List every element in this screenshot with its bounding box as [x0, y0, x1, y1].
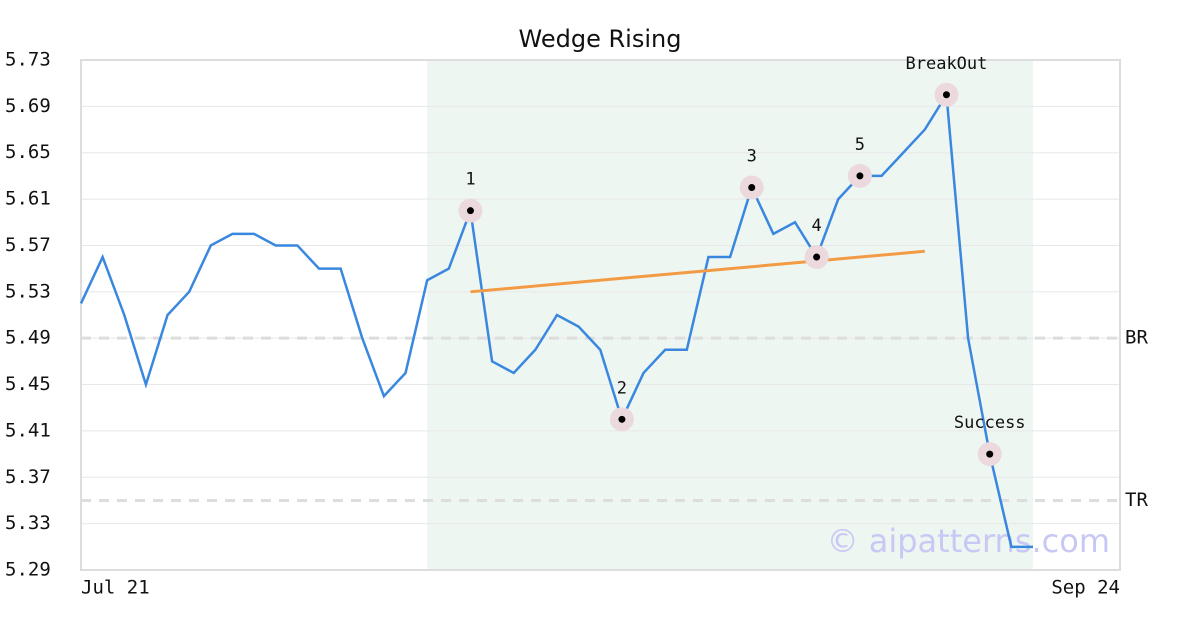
y-tick-label: 5.57 — [5, 234, 51, 256]
y-tick-label: 5.37 — [5, 466, 51, 488]
y-tick-label: 5.69 — [5, 95, 51, 117]
level-label: BR — [1125, 327, 1148, 349]
point-label: BreakOut — [906, 54, 988, 74]
point-dot — [466, 207, 474, 215]
point-dot — [942, 91, 950, 99]
point-label: 1 — [465, 170, 475, 190]
x-tick-label: Sep 24 — [1051, 577, 1120, 599]
y-tick-label: 5.45 — [5, 373, 51, 395]
watermark: © aipatterns.com — [827, 522, 1110, 560]
y-tick-label: 5.53 — [5, 280, 51, 302]
point-dot — [856, 172, 864, 180]
price-line — [79, 90, 1033, 549]
x-tick-label: Jul 21 — [81, 577, 150, 599]
point-label: 2 — [617, 378, 627, 398]
point-label: 4 — [812, 216, 822, 236]
point-label: 5 — [855, 135, 865, 155]
trend-line — [470, 249, 925, 294]
y-tick-label: 5.49 — [5, 327, 51, 349]
y-tick-label: 5.29 — [5, 559, 51, 581]
y-tick-label: 5.33 — [5, 512, 51, 534]
point-dot — [748, 184, 756, 191]
level-label: TR — [1125, 489, 1148, 511]
point-dot — [813, 253, 821, 261]
y-tick-label: 5.61 — [5, 188, 51, 210]
y-tick-label: 5.41 — [5, 419, 51, 441]
y-tick-label: 5.73 — [5, 49, 51, 71]
point-label: Success — [954, 413, 1026, 433]
point-dot — [618, 415, 626, 423]
y-tick-label: 5.65 — [5, 141, 51, 163]
chart-title: Wedge Rising — [519, 25, 682, 53]
highlight-region — [427, 60, 1033, 570]
point-label: 3 — [747, 147, 757, 167]
point-dot — [986, 450, 994, 458]
plot-frame — [80, 59, 1121, 571]
